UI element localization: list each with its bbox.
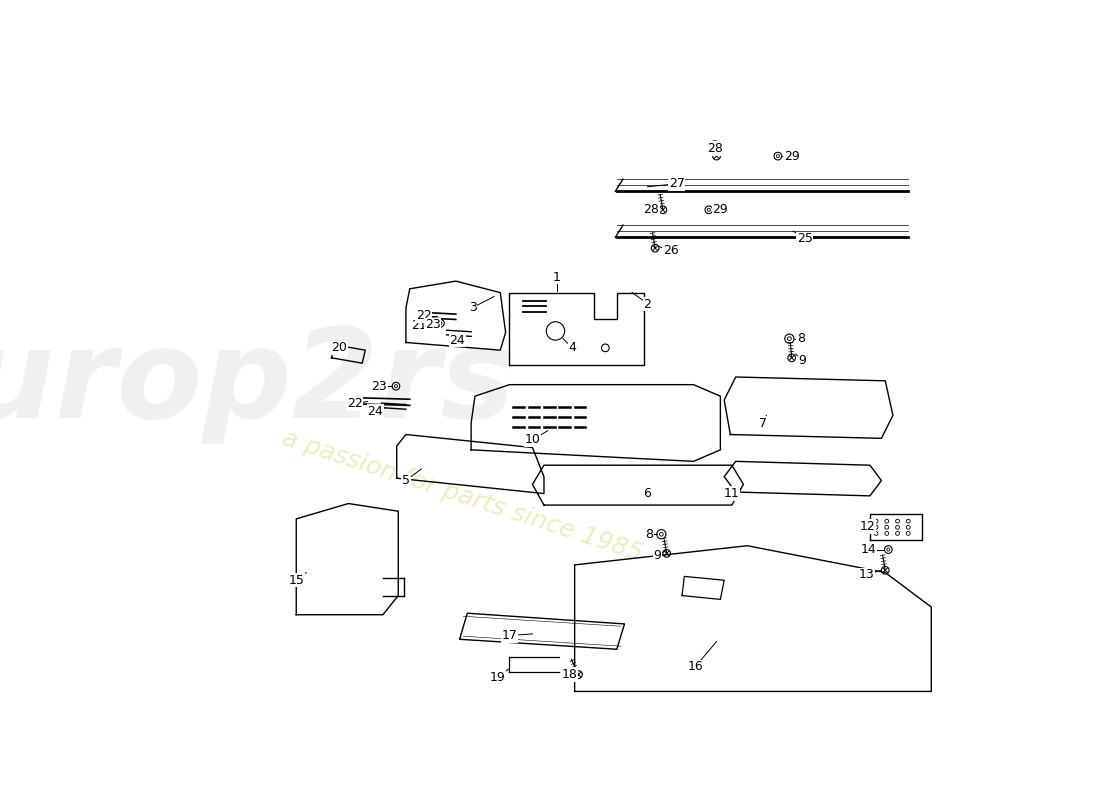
Text: 10: 10 xyxy=(525,434,540,446)
Text: 5: 5 xyxy=(402,474,410,487)
Text: 12: 12 xyxy=(860,520,876,533)
Text: 29: 29 xyxy=(713,203,728,216)
Text: 15: 15 xyxy=(288,574,305,586)
Text: 9: 9 xyxy=(799,354,806,366)
Text: 1: 1 xyxy=(553,270,561,284)
Text: 4: 4 xyxy=(569,342,576,354)
Text: 25: 25 xyxy=(796,233,813,246)
Text: 7: 7 xyxy=(759,417,767,430)
Text: 27: 27 xyxy=(669,178,684,190)
Text: 26: 26 xyxy=(662,244,679,257)
Text: 24: 24 xyxy=(450,334,465,346)
Text: 13: 13 xyxy=(858,568,874,582)
Text: 3: 3 xyxy=(469,302,476,314)
Text: 20: 20 xyxy=(331,342,348,354)
Text: europ2rs: europ2rs xyxy=(0,323,515,445)
Text: 16: 16 xyxy=(688,660,703,674)
Text: 14: 14 xyxy=(860,543,877,556)
Text: 11: 11 xyxy=(724,487,739,500)
Text: a passion for parts since 1985: a passion for parts since 1985 xyxy=(278,426,646,566)
Text: 2: 2 xyxy=(644,298,651,310)
Text: 8: 8 xyxy=(645,528,653,541)
Text: 22: 22 xyxy=(416,309,431,322)
Text: 29: 29 xyxy=(784,150,800,162)
Text: 21: 21 xyxy=(411,319,427,332)
Text: 22: 22 xyxy=(346,398,362,410)
Text: 9: 9 xyxy=(653,549,661,562)
Text: 19: 19 xyxy=(491,671,506,684)
Text: 23: 23 xyxy=(425,318,441,331)
Text: 28: 28 xyxy=(644,203,659,216)
Text: 23: 23 xyxy=(371,380,387,393)
Text: 18: 18 xyxy=(561,668,578,681)
Text: 24: 24 xyxy=(367,405,383,418)
Text: 17: 17 xyxy=(502,629,517,642)
Text: 8: 8 xyxy=(796,332,805,345)
Text: 28: 28 xyxy=(707,142,723,155)
Text: 6: 6 xyxy=(644,487,651,500)
